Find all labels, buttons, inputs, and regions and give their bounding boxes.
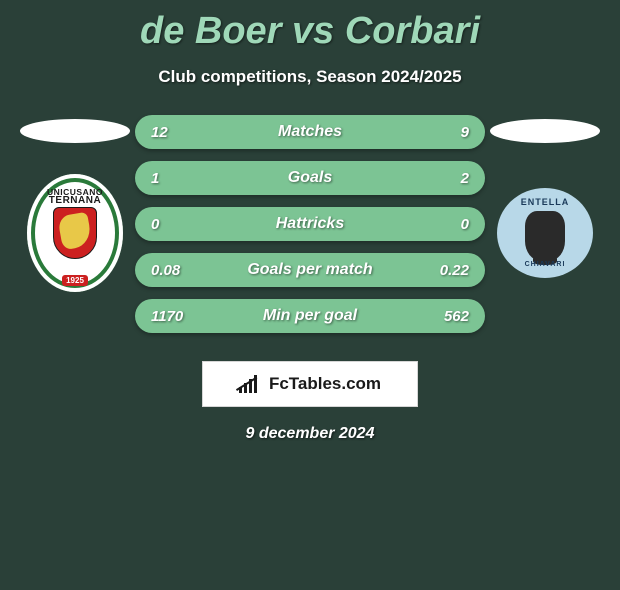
team-badge-right: ENTELLA CHIAVARI: [495, 173, 595, 293]
date-text: 9 december 2024: [0, 425, 620, 443]
subtitle: Club competitions, Season 2024/2025: [0, 67, 620, 87]
stat-label: Goals: [288, 169, 332, 187]
bar-chart-icon: [239, 375, 263, 393]
stat-label: Matches: [278, 123, 342, 141]
stat-row-goals: 1 Goals 2: [135, 161, 485, 195]
dragon-icon: [57, 212, 92, 251]
player-ellipse-right: [490, 119, 600, 143]
stat-left-value: 0: [151, 216, 159, 233]
badge-left-text: TERNANA: [49, 195, 101, 206]
badge-left-year: 1925: [62, 275, 88, 286]
stat-left-value: 1170: [151, 308, 183, 325]
stat-row-matches: 12 Matches 9: [135, 115, 485, 149]
stat-right-value: 0: [461, 216, 469, 233]
page-title: de Boer vs Corbari: [0, 10, 620, 53]
left-team-column: UNICUSANO TERNANA 1925: [15, 115, 135, 293]
stat-left-value: 1: [151, 170, 159, 187]
stat-label: Hattricks: [276, 215, 344, 233]
stat-left-value: 0.08: [151, 262, 180, 279]
stat-right-value: 0.22: [440, 262, 469, 279]
stat-label: Goals per match: [247, 261, 372, 279]
footer-brand-text: FcTables.com: [269, 374, 381, 394]
stat-row-hattricks: 0 Hattricks 0: [135, 207, 485, 241]
player-ellipse-left: [20, 119, 130, 143]
stats-column: 12 Matches 9 1 Goals 2 0 Hattricks 0 0.0…: [135, 115, 485, 345]
mascot-icon: [525, 211, 565, 261]
right-team-column: ENTELLA CHIAVARI: [485, 115, 605, 293]
stat-right-value: 2: [461, 170, 469, 187]
stat-left-value: 12: [151, 124, 168, 141]
team-badge-left: UNICUSANO TERNANA 1925: [25, 173, 125, 293]
shield-icon: [53, 207, 97, 259]
stat-row-min-per-goal: 1170 Min per goal 562: [135, 299, 485, 333]
stat-right-value: 9: [461, 124, 469, 141]
comparison-area: UNICUSANO TERNANA 1925 12 Matches 9 1 Go…: [0, 115, 620, 345]
stat-right-value: 562: [444, 308, 469, 325]
stat-label: Min per goal: [263, 307, 357, 325]
footer-brand-box: FcTables.com: [202, 361, 418, 407]
stat-row-goals-per-match: 0.08 Goals per match 0.22: [135, 253, 485, 287]
badge-right-top-text: ENTELLA: [521, 197, 570, 207]
badge-right-bottom-text: CHIAVARI: [525, 261, 566, 268]
